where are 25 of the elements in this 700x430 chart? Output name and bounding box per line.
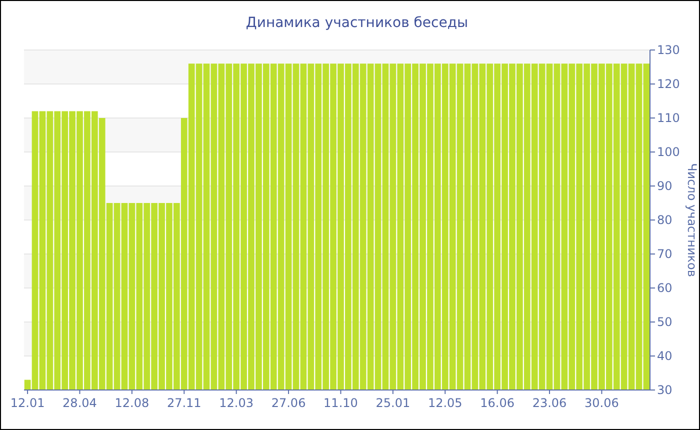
x-tick-label: 16.06 xyxy=(480,396,514,410)
chart-title: Динамика участников беседы xyxy=(246,15,468,31)
x-tick-label: 23.06 xyxy=(532,396,567,410)
x-tick-label: 12.01 xyxy=(10,396,45,410)
y-tick-label: 90 xyxy=(657,179,672,193)
y-tick-label: 110 xyxy=(657,111,680,125)
y-tick-label: 130 xyxy=(657,43,680,57)
y-tick-label: 120 xyxy=(657,77,680,91)
y-tick-label: 50 xyxy=(657,315,672,329)
y-tick-label: 80 xyxy=(657,213,672,227)
x-tick-label: 25.01 xyxy=(376,396,410,410)
x-tick-label: 28.04 xyxy=(62,396,97,410)
x-tick-label: 12.08 xyxy=(114,396,150,410)
x-tick-label: 12.05 xyxy=(428,396,462,410)
y-tick-label: 40 xyxy=(657,349,672,363)
x-tick-label: 12.03 xyxy=(219,396,254,410)
x-tick-label: 11.10 xyxy=(324,396,358,410)
x-tick-label: 27.11 xyxy=(166,396,202,410)
y-tick-label: 100 xyxy=(657,145,680,159)
x-tick-label: 30.06 xyxy=(584,396,619,410)
y-axis-title: Число участников xyxy=(685,163,699,277)
x-tick-label: 27.06 xyxy=(271,396,306,410)
y-tick-label: 30 xyxy=(657,383,672,397)
y-tick-label: 60 xyxy=(657,281,672,295)
y-tick-label: 70 xyxy=(657,247,672,261)
